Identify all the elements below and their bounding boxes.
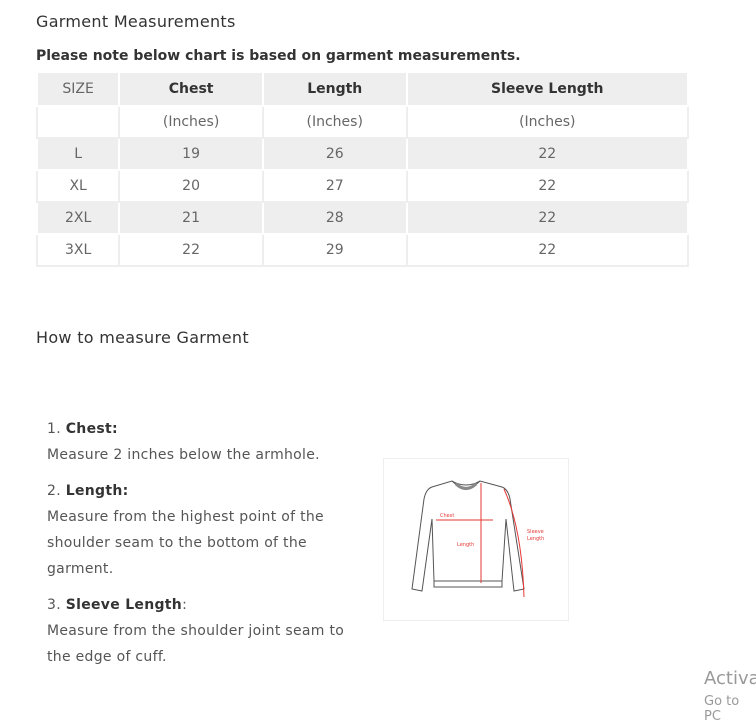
step-text: Measure from the highest point of the sh…: [47, 509, 324, 577]
cell: 19: [118, 137, 264, 171]
cell: 27: [261, 169, 408, 203]
cell: 22: [118, 233, 264, 267]
step-text: Measure 2 inches below the armhole.: [47, 447, 320, 463]
chart-note: Please note below chart is based on garm…: [36, 48, 521, 64]
table-header-row: SIZE Chest Length Sleeve Length: [35, 71, 690, 107]
table-row: 3XL 22 29 22: [35, 233, 690, 267]
table-row: L 19 26 22: [35, 137, 690, 171]
size-chart-table: SIZE Chest Length Sleeve Length (Inches)…: [35, 71, 690, 267]
step-num: 2.: [47, 483, 61, 499]
cell: 3XL: [35, 233, 121, 267]
unit-cell: [35, 105, 121, 139]
cell: 20: [118, 169, 264, 203]
cell: 26: [261, 137, 408, 171]
step-num: 1.: [47, 421, 61, 437]
header-chest: Chest: [168, 81, 214, 97]
sleeve-label-1: Sleeve: [527, 529, 544, 535]
cell: 2XL: [35, 201, 121, 235]
cell: 22: [405, 169, 690, 203]
table-row: XL 20 27 22: [35, 169, 690, 203]
activate-windows-subtext: Go to PC: [704, 694, 740, 724]
activate-windows-watermark: Activa: [704, 668, 756, 689]
step-sleeve: 3. Sleeve Length: Measure from the should…: [47, 592, 367, 670]
step-text: Measure from the shoulder joint seam to …: [47, 623, 345, 665]
sweatshirt-icon: Chest Length Sleeve Length: [411, 480, 544, 598]
units-row: (Inches) (Inches) (Inches): [35, 105, 690, 139]
length-label: Length: [457, 542, 474, 548]
cell: XL: [35, 169, 121, 203]
step-length: 2. Length: Measure from the highest point…: [47, 478, 367, 582]
cell: 22: [405, 201, 690, 235]
cell: L: [35, 137, 121, 171]
header-size: SIZE: [35, 71, 121, 107]
step-label: Length:: [65, 483, 129, 499]
sweatshirt-measure-diagram: Chest Length Sleeve Length: [383, 458, 569, 621]
page-title: Garment Measurements: [36, 12, 236, 31]
header-sleeve: Sleeve Length: [491, 81, 604, 97]
cell: 29: [261, 233, 408, 267]
step-chest: 1. Chest: Measure 2 inches below the armh…: [47, 416, 367, 468]
cell: 21: [118, 201, 264, 235]
cell: 22: [405, 233, 690, 267]
header-length: Length: [307, 81, 363, 97]
how-to-measure-title: How to measure Garment: [36, 328, 249, 347]
measure-steps: 1. Chest: Measure 2 inches below the armh…: [47, 416, 367, 680]
unit-cell: (Inches): [118, 105, 264, 139]
step-suffix: :: [182, 597, 188, 613]
step-label: Sleeve Length: [65, 597, 183, 613]
cell: 28: [261, 201, 408, 235]
step-label: Chest:: [65, 421, 118, 437]
unit-cell: (Inches): [261, 105, 408, 139]
chest-label: Chest: [440, 513, 454, 519]
unit-cell: (Inches): [405, 105, 690, 139]
cell: 22: [405, 137, 690, 171]
sleeve-label-2: Length: [527, 536, 544, 542]
step-num: 3.: [47, 597, 61, 613]
table-row: 2XL 21 28 22: [35, 201, 690, 235]
